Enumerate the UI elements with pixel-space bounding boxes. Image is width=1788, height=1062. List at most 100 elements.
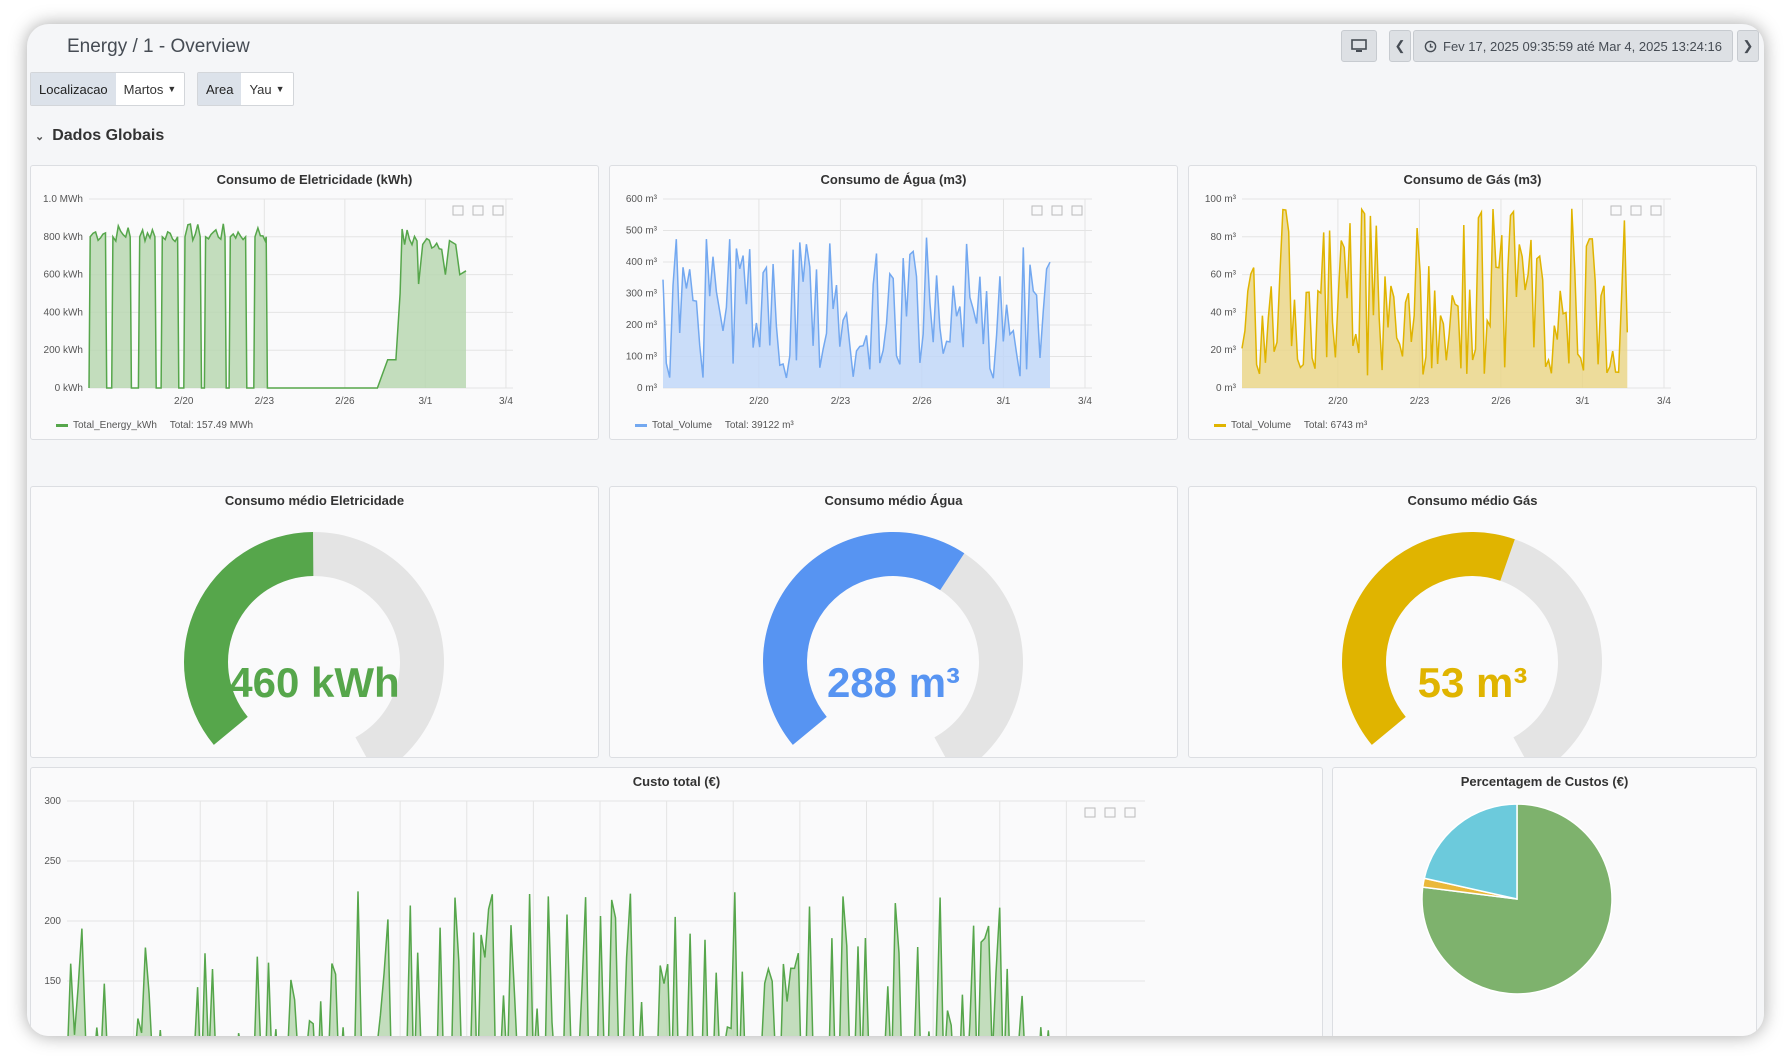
variable-label: Area: [198, 73, 242, 105]
x-tick-label: 2/23: [255, 396, 275, 407]
monitor-icon: [1351, 39, 1367, 52]
panel-scatter-icon: [1630, 205, 1642, 216]
y-tick-label: 60 m³: [1210, 270, 1236, 281]
x-tick-label: 2/20: [1328, 396, 1348, 407]
series-line: [662, 237, 1051, 379]
y-tick-label: 40 m³: [1210, 307, 1236, 318]
gauge-gas: [1342, 532, 1602, 757]
x-tick-label: 2/20: [174, 396, 194, 407]
x-tick-label: 3/1: [997, 396, 1011, 407]
y-tick-label: 0 m³: [1216, 383, 1237, 394]
gauge-value: 53 m³: [1417, 659, 1528, 706]
row-dados-globais[interactable]: ⌄ Dados Globais: [35, 127, 164, 145]
variable-localizacao: Localizacao Martos ▼: [30, 72, 186, 106]
time-forward-button[interactable]: ❯: [1737, 30, 1759, 62]
panel-bar-icon: [1084, 807, 1096, 818]
gauge-value: 460 kWh: [229, 659, 400, 706]
gauge-value: 288 m³: [826, 659, 961, 706]
variable-label: Localizacao: [31, 73, 116, 105]
y-tick-label: 600 kWh: [44, 270, 83, 281]
x-tick-label: 2/23: [831, 396, 851, 407]
panel-title: Consumo de Água (m3): [820, 172, 967, 187]
time-back-button[interactable]: ❮: [1389, 30, 1411, 62]
legend-total: Total: 6743 m³: [1303, 420, 1368, 431]
legend[interactable]: Total_Energy_kWh Total: 157.49 MWh: [56, 420, 253, 431]
cost-pie-panel[interactable]: Percentagem de Custos (€): [1332, 767, 1757, 1036]
panel-line-icon: [1071, 205, 1083, 216]
legend-series-name: Total_Volume: [1231, 420, 1292, 431]
series-area: [663, 237, 1050, 388]
panel-bar-icon: [452, 205, 464, 216]
gauge-water-panel[interactable]: Consumo médio Água 288 m³: [609, 486, 1178, 758]
series-area: [89, 223, 466, 388]
cost-pie-chart: [1421, 803, 1613, 995]
dashboard-title[interactable]: Energy / 1 - Overview: [67, 36, 250, 57]
gauge-fill: [763, 532, 965, 745]
clock-icon: [1424, 40, 1437, 52]
y-tick-label: 800 kWh: [44, 232, 83, 243]
panel-title: Consumo médio Eletricidade: [224, 493, 405, 508]
y-tick-label: 100 m³: [1205, 194, 1237, 205]
panel-line-icon: [1650, 205, 1662, 216]
dashboard-window: Energy / 1 - Overview ❮ Fev 17, 2025 09:…: [27, 24, 1764, 1036]
time-range-label: Fev 17, 2025 09:35:59 até Mar 4, 2025 13…: [1443, 38, 1722, 54]
variable-localizacao-select[interactable]: Martos ▼: [115, 73, 185, 105]
panel-title: Consumo médio Água: [824, 493, 963, 508]
variable-value: Martos: [123, 81, 164, 97]
cost-panel[interactable]: Custo total (€) 50100150200250300: [30, 767, 1323, 1036]
y-tick-label: 200: [44, 916, 61, 927]
series-line: [1241, 207, 1629, 376]
y-tick-label: 400 kWh: [44, 307, 83, 318]
x-tick-label: 2/23: [1410, 396, 1430, 407]
panel-scatter-icon: [1104, 807, 1116, 818]
pie-slice: [1423, 803, 1518, 900]
gauge-fill: [1342, 532, 1515, 745]
variable-value: Yau: [249, 81, 272, 97]
legend-total: Total: 157.49 MWh: [169, 420, 254, 431]
y-tick-label: 0 kWh: [55, 383, 83, 394]
legend-total: Total: 39122 m³: [724, 420, 794, 431]
y-tick-label: 500 m³: [626, 226, 658, 237]
gas-panel[interactable]: Consumo de Gás (m3) 0 m³ 20 m³ 40 m³ 60 m³ 8…: [1188, 165, 1757, 440]
cost-chart: 50100150200250300: [44, 796, 1145, 1036]
tv-mode-button[interactable]: [1341, 30, 1377, 62]
legend-swatch: [56, 424, 68, 427]
panel-line-icon: [1124, 807, 1136, 818]
legend-swatch: [1214, 424, 1226, 427]
time-range-picker[interactable]: Fev 17, 2025 09:35:59 até Mar 4, 2025 13…: [1413, 30, 1733, 62]
gas-chart: 0 m³ 20 m³ 40 m³ 60 m³ 80 m³ 100 m³ 2/20 2/23 2/…: [1205, 194, 1672, 407]
legend-series-name: Total_Volume: [652, 420, 713, 431]
panel-scatter-icon: [1051, 205, 1063, 216]
water-panel[interactable]: Consumo de Água (m3) 0 m³ 100 m³ 200 m³ 300…: [609, 165, 1178, 440]
x-tick-label: 3/4: [1078, 396, 1092, 407]
x-tick-label: 3/1: [418, 396, 432, 407]
electricity-chart: 0 kWh 200 kWh 400 kWh 600 kWh 800 kWh 1.0 MWh…: [43, 194, 513, 407]
electricity-panel[interactable]: Consumo de Eletricidade (kWh) 0 kWh 200 k…: [30, 165, 599, 440]
x-tick-label: 2/26: [1491, 396, 1511, 407]
legend[interactable]: Total_Volume Total: 39122 m³: [635, 420, 794, 431]
series-area: [68, 891, 1049, 1036]
gauge-electricity-panel[interactable]: Consumo médio Eletricidade 460 kWh: [30, 486, 599, 758]
caret-down-icon: ▼: [167, 84, 177, 94]
chevron-left-icon: ❮: [1394, 38, 1406, 53]
gauge-gas-panel[interactable]: Consumo médio Gás 53 m³: [1188, 486, 1757, 758]
x-tick-label: 3/4: [1657, 396, 1671, 407]
y-tick-label: 20 m³: [1210, 345, 1236, 356]
legend[interactable]: Total_Volume Total: 6743 m³: [1214, 420, 1367, 431]
y-tick-label: 200 kWh: [44, 345, 83, 356]
series-line: [88, 223, 467, 389]
panel-scatter-icon: [472, 205, 484, 216]
variable-area-select[interactable]: Yau ▼: [241, 73, 293, 105]
legend-swatch: [635, 424, 647, 427]
x-tick-label: 2/26: [335, 396, 355, 407]
gauge-electricity: [184, 532, 444, 757]
gauge-water: [763, 532, 1023, 757]
y-tick-label: 300: [44, 796, 61, 807]
gauge-fill: [184, 532, 314, 745]
panel-title: Consumo de Eletricidade (kWh): [216, 172, 413, 187]
panel-bar-icon: [1610, 205, 1622, 216]
row-title-label: Dados Globais: [52, 127, 165, 144]
x-tick-label: 3/4: [499, 396, 513, 407]
panel-bar-icon: [1031, 205, 1043, 216]
series-line: [67, 891, 1050, 1036]
